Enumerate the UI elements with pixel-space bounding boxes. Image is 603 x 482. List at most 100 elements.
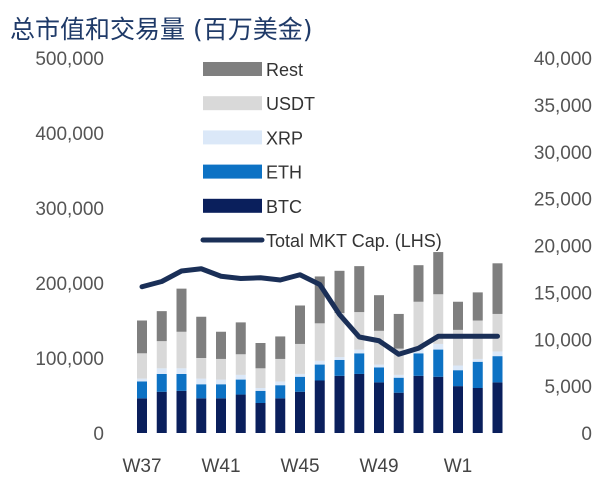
x-tick-label: W37: [122, 456, 161, 477]
bar-usdt-w42: [235, 354, 246, 375]
bar-rest-w2: [472, 292, 483, 321]
right-tick-label: 15,000: [534, 283, 592, 304]
chart-title: 总市值和交易量 (百万美金): [10, 15, 312, 44]
bar-xrp-w40: [196, 378, 207, 385]
bar-usdt-w41: [216, 358, 226, 380]
legend-swatch-xrp: [203, 130, 262, 145]
left-tick-label: 500,000: [35, 49, 104, 70]
bar-usdt-w50: [393, 348, 404, 375]
bar-eth-w50: [393, 377, 404, 393]
bar-rest-w1: [453, 301, 463, 330]
bar-usdt-w45: [295, 343, 305, 374]
bar-usdt-w49: [374, 330, 384, 365]
bar-rest-w38: [156, 311, 167, 342]
bar-eth-w49: [374, 367, 384, 383]
bar-xrp-w49: [374, 364, 384, 368]
bar-xrp-w46: [314, 360, 325, 365]
bar-btc-w44: [275, 398, 286, 433]
right-tick-label: 0: [581, 424, 592, 445]
left-axis: 0 100,000 200,000 300,000 400,000 500,000: [35, 49, 104, 445]
bar-eth-w44: [275, 385, 286, 399]
x-tick-label: W41: [201, 456, 240, 477]
right-tick-label: 5,000: [544, 377, 592, 398]
line-total-mkt-cap: [139, 266, 500, 357]
bars-layer: [137, 252, 503, 434]
bar-rest-w44: [275, 336, 286, 359]
left-tick-label: 100,000: [35, 349, 104, 370]
legend-swatch-eth: [203, 164, 262, 179]
bar-xrp-w45: [295, 373, 305, 377]
bar-eth-w2: [472, 361, 483, 388]
bar-rest-w43: [255, 343, 266, 369]
bar-btc-w3: [492, 382, 503, 434]
bar-btc-w40: [196, 398, 207, 433]
bar-btc-w51: [413, 375, 424, 433]
bar-usdt-w38: [156, 341, 167, 369]
legend-label-total-mkt-cap-lhs: Total MKT Cap. (LHS): [266, 231, 442, 251]
bar-rest-w49: [374, 295, 384, 331]
bar-btc-w42: [235, 394, 246, 433]
right-tick-label: 10,000: [534, 330, 592, 351]
bar-usdt-w51: [413, 301, 424, 350]
right-axis: 0 5,000 10,000 15,000 20,000 25,000 30,000 35,0…: [534, 49, 592, 445]
bar-btc-w49: [374, 382, 384, 434]
bar-usdt-w52: [433, 294, 444, 344]
bar-btc-w1: [453, 386, 463, 434]
left-tick-label: 400,000: [35, 124, 104, 145]
legend-label-eth: ETH: [266, 163, 302, 183]
bar-rest-w37: [137, 320, 147, 354]
bar-usdt-w40: [196, 358, 207, 379]
left-tick-label: 300,000: [35, 199, 104, 220]
bar-btc-w46: [314, 380, 325, 433]
bar-btc-w45: [295, 391, 305, 433]
bar-xrp-w39: [176, 368, 187, 374]
bar-btc-w52: [433, 376, 444, 433]
right-tick-label: 30,000: [534, 143, 592, 164]
bar-xrp-w51: [413, 349, 424, 354]
bar-eth-w39: [176, 373, 187, 391]
legend-label-xrp: XRP: [266, 128, 303, 148]
bar-rest-w51: [413, 265, 424, 302]
bar-usdt-w46: [314, 323, 325, 361]
bar-usdt-w2: [472, 320, 483, 359]
bar-usdt-w37: [137, 353, 147, 379]
bar-xrp-w38: [156, 368, 167, 374]
bar-xrp-w50: [393, 374, 404, 378]
bar-eth-w41: [216, 384, 226, 399]
bar-eth-w46: [314, 364, 325, 381]
right-tick-label: 40,000: [534, 49, 592, 70]
legend-swatch-btc: [203, 198, 262, 213]
bar-rest-w46: [314, 276, 325, 324]
bar-btc-w50: [393, 392, 404, 433]
legend-label-btc: BTC: [266, 197, 302, 217]
bar-rest-w3: [492, 263, 503, 314]
bar-btc-w43: [255, 403, 266, 433]
right-tick-label: 35,000: [534, 96, 592, 117]
bar-usdt-w39: [176, 331, 187, 369]
bar-eth-w37: [137, 381, 147, 399]
bar-xrp-w48: [354, 349, 365, 354]
bar-xrp-w37: [137, 378, 147, 382]
bar-eth-w52: [433, 349, 444, 377]
bar-rest-w48: [354, 266, 365, 313]
legend: Rest USDT XRP ETH BTC Total MKT Cap. (LHS): [200, 60, 442, 251]
bar-eth-w48: [354, 353, 365, 374]
bar-usdt-w1: [453, 329, 463, 366]
x-tick-label: W45: [280, 456, 319, 477]
bar-btc-w38: [156, 391, 167, 433]
bar-xrp-w44: [275, 381, 286, 386]
bar-eth-w40: [196, 384, 207, 399]
bar-rest-w39: [176, 288, 187, 332]
legend-label-rest: Rest: [266, 60, 303, 80]
bar-usdt-w48: [354, 312, 365, 350]
bar-xrp-w3: [492, 351, 503, 357]
bar-xrp-w1: [453, 365, 463, 371]
bar-btc-w37: [137, 398, 147, 433]
bar-eth-w43: [255, 390, 266, 403]
bar-eth-w45: [295, 376, 305, 392]
bar-rest-w41: [216, 331, 226, 359]
line-layer: [139, 266, 500, 357]
right-tick-label: 25,000: [534, 190, 592, 211]
